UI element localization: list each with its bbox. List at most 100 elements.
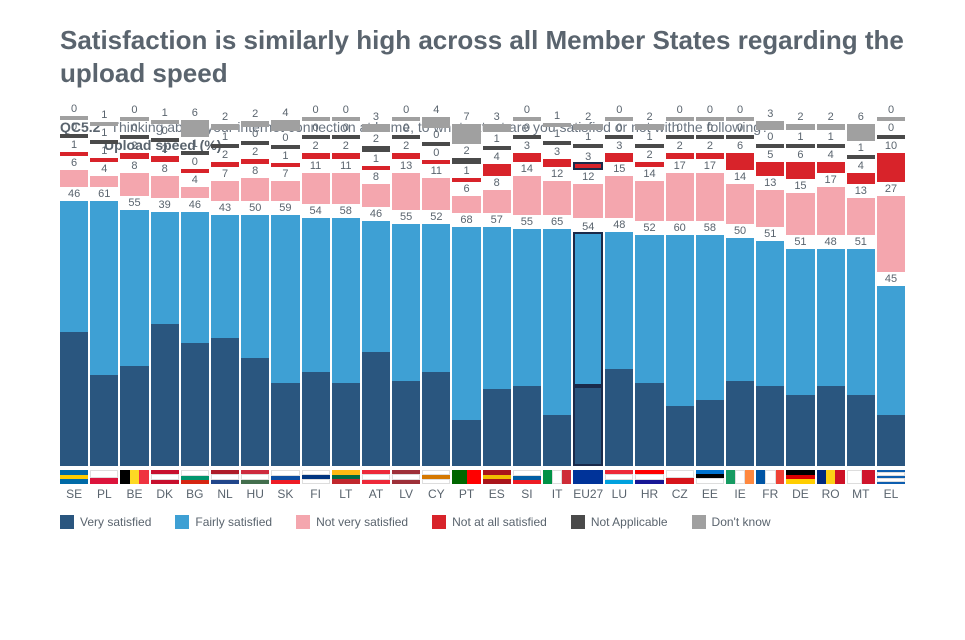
bar-segment-fairly_satisfied: 59 <box>271 215 299 383</box>
bar-segment-fairly_satisfied: 51 <box>847 249 875 394</box>
bar-value-label: 1 <box>573 132 603 143</box>
bar-value-label: 0 <box>513 105 541 116</box>
bar-segment-not_very: 4 <box>181 187 209 198</box>
bar-segment-not_at_all: 2 <box>696 153 724 159</box>
bar-segment-not_at_all: 4 <box>817 162 845 173</box>
bar-segment-fairly_satisfied: 68 <box>452 227 480 421</box>
country-code: FI <box>302 487 330 501</box>
bar-value-label: 0 <box>151 126 179 137</box>
chart-column: 285113503FR <box>756 121 784 501</box>
bar-segment-not_very: 7 <box>271 181 299 201</box>
chart-column: 344815300LU <box>605 117 633 501</box>
bar-segment-na: 1 <box>635 144 663 148</box>
flag-icon <box>362 470 390 484</box>
bar-value-label: 1 <box>847 143 875 154</box>
bar-segment-not_at_all: 2 <box>666 153 694 159</box>
bar-segment-fairly_satisfied: 58 <box>332 218 360 383</box>
flag-icon <box>786 470 814 484</box>
country-code: DK <box>151 487 179 501</box>
bar-value-label: 0 <box>696 123 724 134</box>
bar-value-label: 4 <box>422 105 450 116</box>
bar-segment-very_satisfied: 21 <box>666 406 694 466</box>
bar-value-label: 13 <box>756 178 784 189</box>
bar-value-label: 17 <box>666 161 694 172</box>
flag-icon <box>90 470 118 484</box>
bar-segment-very_satisfied: 29 <box>332 383 360 466</box>
bar-segment-fairly_satisfied: 55 <box>513 229 541 386</box>
bar-segment-not_very: 15 <box>605 176 633 219</box>
bar-value-label: 14 <box>513 164 541 175</box>
bar-segment-na: 0 <box>241 141 269 145</box>
flag-icon <box>573 470 603 484</box>
bar-segment-not_very: 12 <box>543 181 571 215</box>
bar-segment-dk: 0 <box>696 117 724 121</box>
bar-segment-na: 2 <box>362 146 390 152</box>
bar-value-label: 39 <box>151 200 179 211</box>
bar-segment-fairly_satisfied: 55 <box>120 210 148 367</box>
bar-segment-not_very: 4 <box>90 176 118 187</box>
bar-segment-not_at_all: 2 <box>151 156 179 162</box>
country-code: HU <box>241 487 269 501</box>
bar-segment-dk: 2 <box>573 124 603 130</box>
bar-value-label: 6 <box>726 141 754 152</box>
bar-value-label: 4 <box>181 175 209 186</box>
chart-column: 295214212HR <box>635 124 663 501</box>
bar-segment-not_very: 12 <box>573 184 603 218</box>
legend-swatch <box>60 515 74 529</box>
flag-icon <box>332 470 360 484</box>
country-code: LU <box>605 487 633 501</box>
legend-label: Not Applicable <box>591 515 668 529</box>
bar-segment-fairly_satisfied: 65 <box>543 229 571 414</box>
legend-item: Not at all satisfied <box>432 515 547 529</box>
bar-value-label: 1 <box>362 154 390 165</box>
bar-value-label: 1 <box>90 110 118 121</box>
bar-segment-not_at_all: 5 <box>756 162 784 176</box>
bar-segment-not_very: 14 <box>635 181 663 221</box>
chart-column: 32614111PL <box>90 122 118 501</box>
bar-value-label: 1 <box>635 132 663 143</box>
country-code: EL <box>877 487 905 501</box>
bar-segment-dk: 0 <box>392 117 420 121</box>
chart-column: 335411200FI <box>302 117 330 501</box>
bar-value-label: 2 <box>786 112 814 123</box>
bar-value-label: 6 <box>847 112 875 123</box>
country-code: RO <box>817 487 845 501</box>
bar-segment-fairly_satisfied: 61 <box>90 201 118 375</box>
chart-column: 285514300SI <box>513 117 541 501</box>
bar-value-label: 7 <box>452 112 480 123</box>
country-code: IT <box>543 487 571 501</box>
bar-segment-fairly_satisfied: 46 <box>60 201 88 332</box>
bar-segment-dk: 0 <box>877 117 905 121</box>
bar-segment-fairly_satisfied: 52 <box>422 224 450 372</box>
bar-value-label: 17 <box>817 175 845 186</box>
country-code: CY <box>422 487 450 501</box>
bar-segment-na: 0 <box>60 134 88 138</box>
bar-segment-not_very: 15 <box>786 193 814 236</box>
bar-value-label: 54 <box>302 206 330 217</box>
bar-segment-dk: 3 <box>483 124 511 133</box>
bar-value-label: 2 <box>151 144 179 155</box>
bar-value-label: 0 <box>181 157 209 168</box>
flag-icon <box>635 470 663 484</box>
bar-segment-not_very: 13 <box>847 198 875 235</box>
flag-icon <box>726 470 754 484</box>
bar-segment-very_satisfied: 25 <box>786 395 814 466</box>
bar-value-label: 15 <box>605 164 633 175</box>
bar-value-label: 0 <box>726 123 754 134</box>
bar-value-label: 0 <box>696 105 724 116</box>
bar-value-label: 0 <box>120 123 148 134</box>
bar-segment-na: 1 <box>483 146 511 150</box>
bar-segment-not_at_all: 1 <box>452 178 480 182</box>
bar-value-label: 50 <box>241 203 269 214</box>
bar-value-label: 7 <box>211 169 239 180</box>
bar-value-label: 2 <box>362 134 390 145</box>
bar-segment-fairly_satisfied: 50 <box>241 215 269 358</box>
bar-segment-dk: 0 <box>513 117 541 121</box>
bar-segment-very_satisfied: 23 <box>696 400 724 466</box>
bar-value-label: 2 <box>120 141 148 152</box>
chart-column: 305513200LV <box>392 117 420 501</box>
bar-segment-not_very: 8 <box>241 178 269 201</box>
bar-segment-very_satisfied: 28 <box>756 386 784 466</box>
bar-value-label: 6 <box>786 150 814 161</box>
bar-segment-not_very: 8 <box>362 184 390 207</box>
